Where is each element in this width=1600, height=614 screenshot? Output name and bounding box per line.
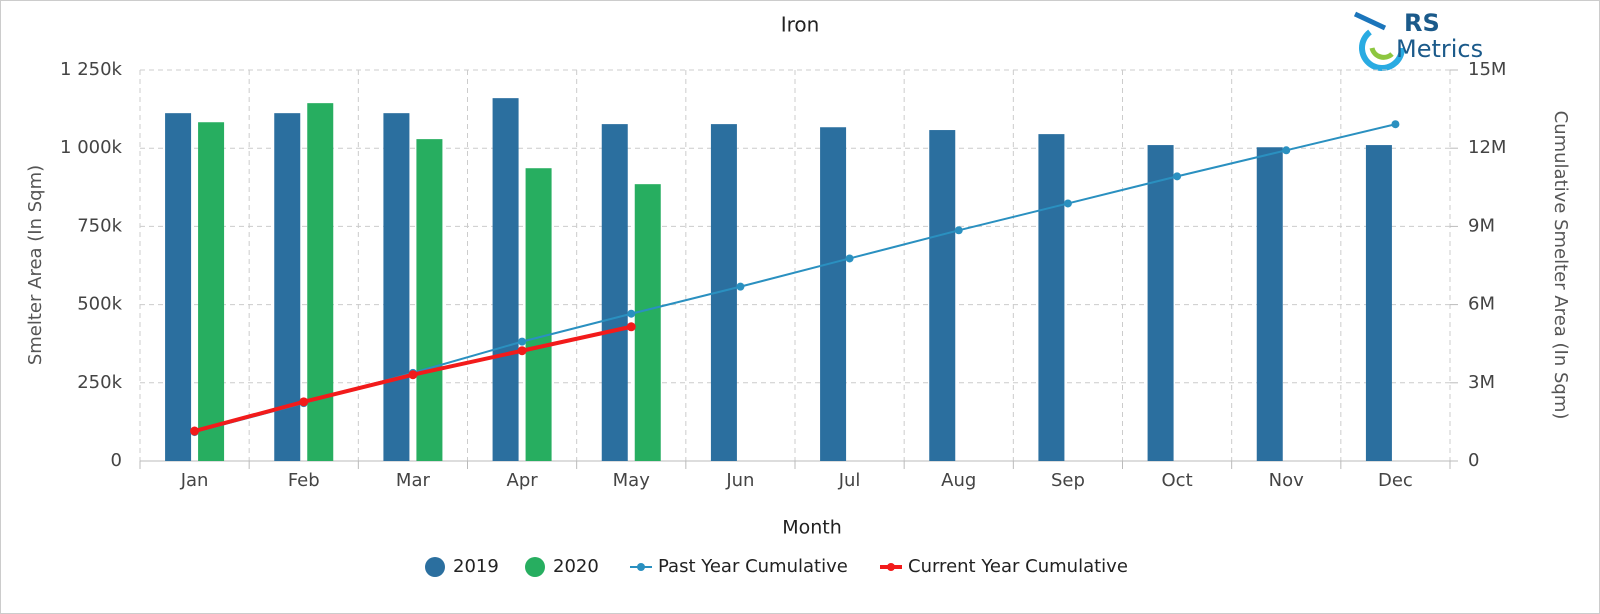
- bar: [634, 184, 661, 461]
- line-point: [1063, 199, 1072, 208]
- x-tick-label: Jul: [838, 470, 861, 491]
- line-point: [518, 337, 527, 346]
- logo-arc: [1359, 29, 1405, 71]
- logo-text: RS: [1404, 9, 1440, 37]
- line-point: [954, 226, 963, 235]
- legend-item: 2019: [425, 556, 499, 577]
- legend-item: Current Year Cumulative: [880, 556, 1128, 577]
- bar: [198, 122, 225, 461]
- y-tick-label: 500k: [77, 294, 122, 315]
- y-tick-label: 1 250k: [60, 59, 123, 80]
- line-point: [626, 322, 636, 332]
- y2-axis-title: Cumulative Smelter Area (In Sqm): [1550, 111, 1571, 420]
- bar: [1256, 147, 1283, 461]
- bar: [525, 168, 552, 462]
- line-point: [627, 309, 636, 318]
- x-tick-label: Aug: [941, 470, 976, 491]
- line-point: [1282, 146, 1291, 155]
- line-point: [1173, 172, 1182, 181]
- chart-title: Iron: [781, 13, 820, 37]
- legend-label: 2019: [453, 556, 499, 577]
- y-tick-label: 1 000k: [60, 137, 123, 158]
- x-tick-label: Oct: [1162, 470, 1193, 491]
- x-tick-label: Jun: [725, 470, 754, 491]
- legend-label: Current Year Cumulative: [908, 556, 1128, 577]
- line-point: [517, 346, 527, 356]
- bar: [601, 124, 628, 461]
- line-point: [1391, 120, 1400, 129]
- x-tick-label: Feb: [288, 470, 320, 491]
- y-tick-label: 0: [111, 450, 122, 471]
- legend-item: 2020: [525, 556, 599, 577]
- x-tick-label: Jan: [180, 470, 209, 491]
- x-tick-label: Dec: [1378, 470, 1413, 491]
- bar: [383, 113, 410, 462]
- line-point: [408, 370, 418, 380]
- legend-swatch-point: [637, 563, 645, 571]
- x-tick-label: Sep: [1051, 470, 1085, 491]
- x-tick-label: Apr: [507, 470, 539, 491]
- logo-satellite: [1353, 11, 1387, 31]
- bar: [492, 98, 519, 461]
- line-point: [299, 397, 309, 407]
- legend-swatch: [525, 557, 545, 577]
- bar: [307, 103, 334, 461]
- bar: [929, 130, 956, 461]
- legend-swatch-point: [887, 563, 895, 571]
- logo: RS Metrics: [1353, 9, 1483, 71]
- y-axis-title: Smelter Area (In Sqm): [25, 165, 46, 365]
- bar: [1038, 134, 1065, 461]
- legend-item: Past Year Cumulative: [630, 556, 848, 577]
- bar: [1147, 145, 1174, 461]
- y2-tick-label: 15M: [1468, 59, 1506, 80]
- bar: [165, 113, 192, 462]
- bar: [820, 127, 847, 461]
- legend-swatch: [425, 557, 445, 577]
- bar: [1365, 145, 1392, 461]
- bar: [416, 139, 443, 462]
- x-tick-label: May: [613, 470, 651, 491]
- y2-tick-label: 6M: [1468, 294, 1495, 315]
- y-tick-label: 750k: [77, 215, 122, 236]
- y-tick-label: 250k: [77, 372, 122, 393]
- line-point: [736, 282, 745, 291]
- y2-tick-label: 12M: [1468, 137, 1506, 158]
- line-point: [845, 254, 854, 263]
- legend-label: Past Year Cumulative: [658, 556, 848, 577]
- logo-arc-inner: [1369, 47, 1394, 60]
- logo-text: Metrics: [1396, 35, 1483, 63]
- legend-label: 2020: [553, 556, 599, 577]
- x-tick-label: Mar: [396, 470, 431, 491]
- y2-tick-label: 9M: [1468, 215, 1495, 236]
- x-axis-title: Month: [782, 517, 842, 539]
- line-point: [190, 426, 200, 436]
- x-tick-label: Nov: [1269, 470, 1304, 491]
- y2-tick-label: 0: [1468, 450, 1479, 471]
- y2-tick-label: 3M: [1468, 372, 1495, 393]
